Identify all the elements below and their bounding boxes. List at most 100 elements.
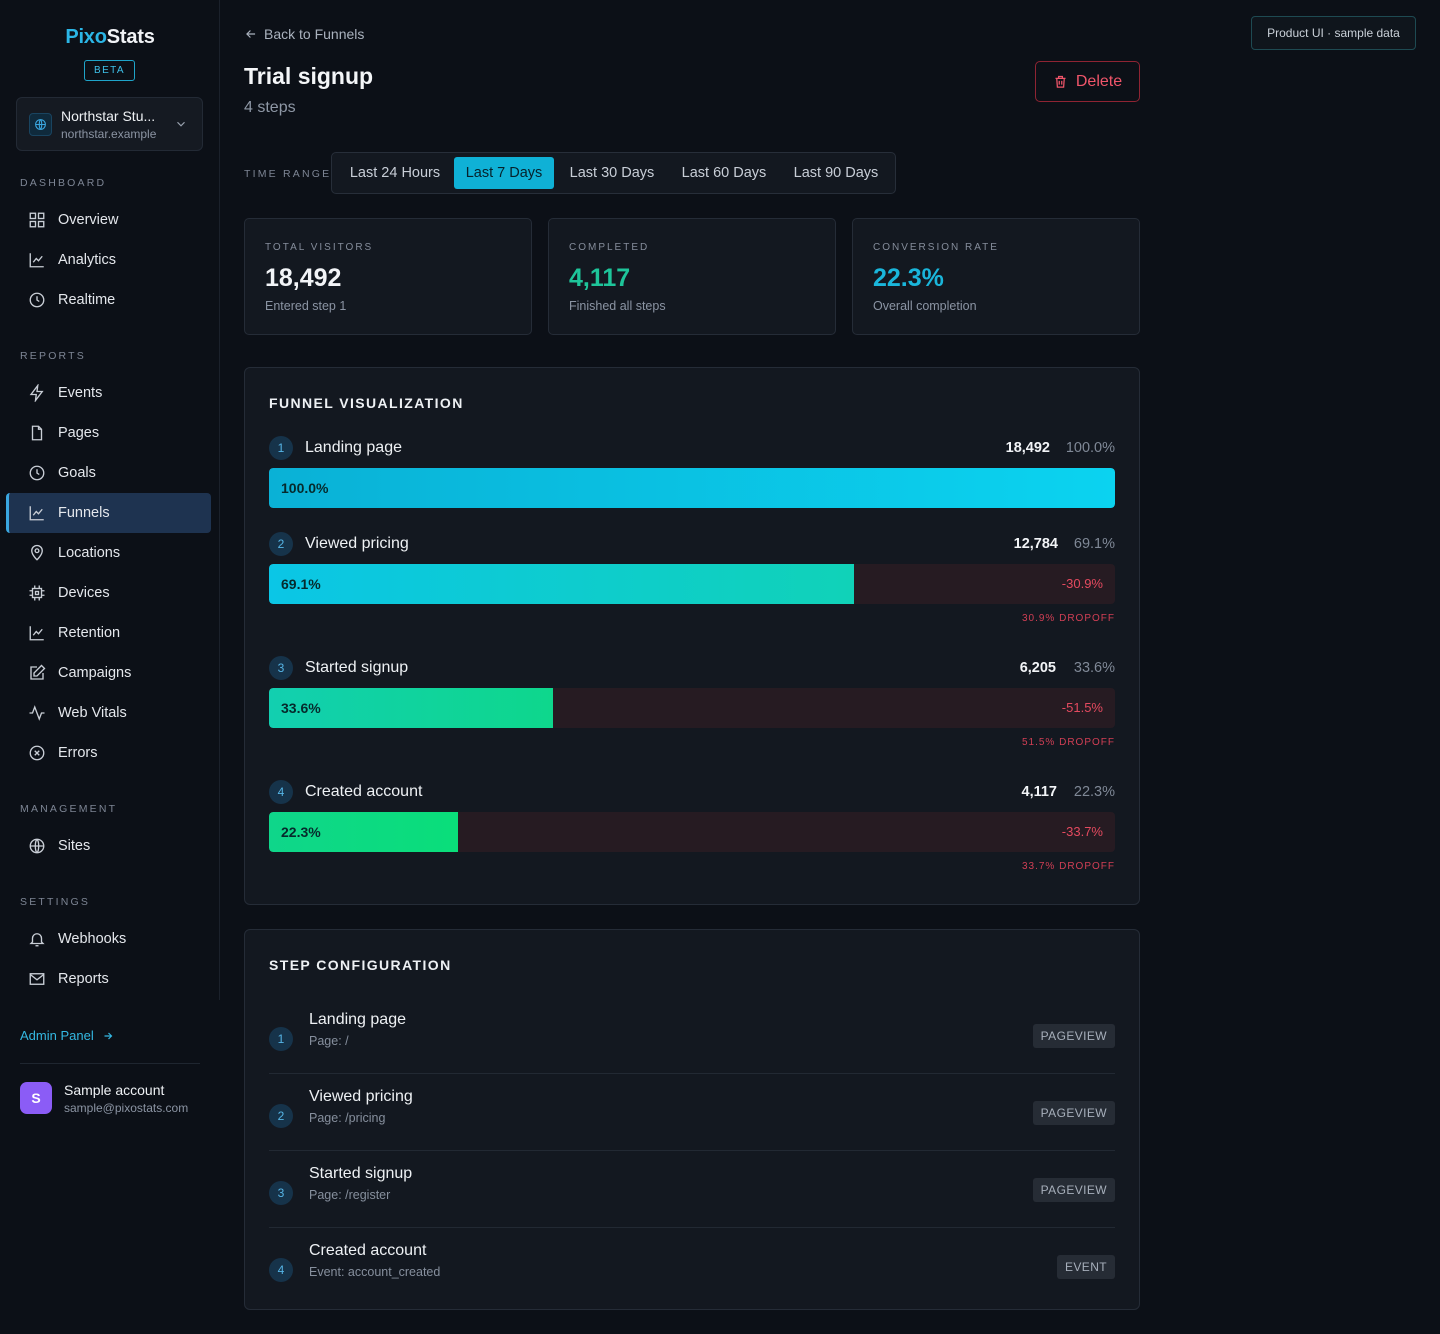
stat-value: 22.3% <box>873 264 944 292</box>
step-percent: 22.3% <box>1073 784 1115 800</box>
sidebar-item-pages[interactable]: Pages <box>6 413 211 453</box>
config-row[interactable]: 2 Viewed pricing Page: /pricing PAGEVIEW <box>269 1074 1115 1151</box>
step-type-badge: PAGEVIEW <box>1032 1024 1115 1048</box>
cpu-icon <box>29 585 45 601</box>
funnel-bar-drop: -33.7% <box>1061 824 1103 839</box>
avatar[interactable]: S <box>20 1082 52 1114</box>
config-row[interactable]: 3 Started signup Page: /register PAGEVIEW <box>269 1151 1115 1228</box>
site-globe-icon <box>29 113 52 136</box>
stat-value: 4,117 <box>569 264 631 292</box>
funnel-bar-label: 100.0% <box>281 480 329 496</box>
section-reports: REPORTS <box>20 350 86 362</box>
sidebar-item-sites[interactable]: Sites <box>6 826 211 866</box>
stat-card-conversion-rate: CONVERSION RATE 22.3% Overall completion <box>852 218 1140 335</box>
sample-data-badge: Product UI · sample data <box>1251 16 1416 50</box>
delete-button[interactable]: Delete <box>1035 61 1140 102</box>
config-step-name: Started signup <box>309 1165 413 1182</box>
section-management: MANAGEMENT <box>20 803 118 815</box>
step-number: 4 <box>269 780 293 804</box>
brand-logo[interactable]: PixoStats <box>65 26 155 48</box>
time-range-60d[interactable]: Last 60 Days <box>681 165 767 181</box>
arrow-left-icon <box>246 30 256 38</box>
funnel-bar-fill <box>269 688 554 728</box>
step-percent: 33.6% <box>1073 660 1115 676</box>
funnel-bar[interactable]: 22.3% -33.7% <box>269 812 1115 852</box>
funnel-bar[interactable]: 100.0% <box>269 468 1115 508</box>
config-row[interactable]: 4 Created account Event: account_created EV… <box>269 1228 1115 1305</box>
bell-icon <box>29 933 45 947</box>
sidebar-item-goals[interactable]: Goals <box>6 453 211 493</box>
step-number: 3 <box>269 656 293 680</box>
admin-panel-link[interactable]: Admin Panel <box>20 1028 114 1043</box>
funnel-visualization-panel: FUNNEL VISUALIZATION 1 Landing page 18,492… <box>244 367 1140 905</box>
funnel-bar-fill <box>269 812 458 852</box>
funnel-bar[interactable]: 33.6% -51.5% <box>269 688 1115 728</box>
sidebar-item-analytics[interactable]: Analytics <box>6 240 211 280</box>
sidebar-item-webhooks[interactable]: Webhooks <box>6 919 211 959</box>
dropoff-label: 33.7% DROPOFF <box>1021 861 1115 872</box>
stat-label: CONVERSION RATE <box>873 242 999 253</box>
step-count: 4,117 <box>1021 784 1058 800</box>
step-name: Started signup <box>305 659 409 676</box>
stat-label: TOTAL VISITORS <box>265 242 374 253</box>
sidebar-item-reports[interactable]: Reports <box>6 959 211 999</box>
step-count: 6,205 <box>1019 660 1056 676</box>
line-chart-icon <box>29 626 44 641</box>
config-step-detail: Page: /register <box>309 1188 391 1202</box>
panel-title: STEP CONFIGURATION <box>269 957 452 973</box>
step-name: Viewed pricing <box>305 535 409 552</box>
dropoff-label: 30.9% DROPOFF <box>1021 613 1115 624</box>
funnel-bar-fill <box>269 564 854 604</box>
funnel-bar-fill <box>269 468 1115 508</box>
stat-card-completed: COMPLETED 4,117 Finished all steps <box>548 218 836 335</box>
section-settings: SETTINGS <box>20 896 91 908</box>
step-number: 1 <box>269 436 293 460</box>
globe-icon <box>29 838 45 854</box>
step-name: Landing page <box>305 439 402 456</box>
account-email: sample@pixostats.com <box>64 1101 189 1115</box>
config-step-detail: Event: account_created <box>309 1265 441 1279</box>
account-name: Sample account <box>64 1082 165 1098</box>
time-range-90d[interactable]: Last 90 Days <box>793 165 879 181</box>
x-circle-icon <box>29 745 45 761</box>
step-number: 1 <box>269 1027 293 1051</box>
sidebar-item-errors[interactable]: Errors <box>6 733 211 773</box>
edit-icon <box>30 664 46 680</box>
funnel-bar[interactable]: 69.1% -30.9% <box>269 564 1115 604</box>
step-number: 3 <box>269 1181 293 1205</box>
site-switcher[interactable]: Northstar Stu... northstar.example <box>16 97 203 151</box>
time-range-30d[interactable]: Last 30 Days <box>569 165 655 181</box>
sidebar-item-campaigns[interactable]: Campaigns <box>6 653 211 693</box>
config-row[interactable]: 1 Landing page Page: / PAGEVIEW <box>269 997 1115 1074</box>
step-type-badge: PAGEVIEW <box>1032 1178 1115 1202</box>
sidebar-item-locations[interactable]: Locations <box>6 533 211 573</box>
time-range-selector: Last 24 Hours Last 7 Days Last 30 Days L… <box>331 152 896 194</box>
trash-icon <box>1055 75 1066 88</box>
line-chart-icon <box>29 506 44 521</box>
sidebar-item-overview[interactable]: Overview <box>6 200 211 240</box>
sidebar-item-web-vitals[interactable]: Web Vitals <box>6 693 211 733</box>
stat-value: 18,492 <box>265 264 342 292</box>
dropoff-label: 51.5% DROPOFF <box>1021 737 1115 748</box>
clock-icon <box>29 465 45 481</box>
time-range-7d[interactable]: Last 7 Days <box>454 157 554 189</box>
step-number: 4 <box>269 1258 293 1282</box>
sidebar-item-retention[interactable]: Retention <box>6 613 211 653</box>
page-subtitle: 4 steps <box>244 99 296 116</box>
sidebar-item-funnels[interactable]: Funnels <box>6 493 211 533</box>
time-range-24h[interactable]: Last 24 Hours <box>349 165 441 181</box>
panel-title: FUNNEL VISUALIZATION <box>269 395 464 411</box>
step-type-badge: PAGEVIEW <box>1032 1101 1115 1125</box>
config-step-name: Landing page <box>309 1011 406 1028</box>
sidebar-item-events[interactable]: Events <box>6 373 211 413</box>
funnel-bar-label: 33.6% <box>281 700 321 716</box>
clock-icon <box>29 292 45 308</box>
sidebar-item-realtime[interactable]: Realtime <box>6 280 211 320</box>
section-dashboard: DASHBOARD <box>20 177 107 189</box>
file-icon <box>31 425 43 441</box>
site-domain: northstar.example <box>61 127 157 141</box>
arrow-right-icon <box>104 1032 113 1039</box>
sidebar-item-devices[interactable]: Devices <box>6 573 211 613</box>
step-count: 12,784 <box>1013 536 1058 552</box>
back-to-funnels-link[interactable]: Back to Funnels <box>244 26 364 42</box>
